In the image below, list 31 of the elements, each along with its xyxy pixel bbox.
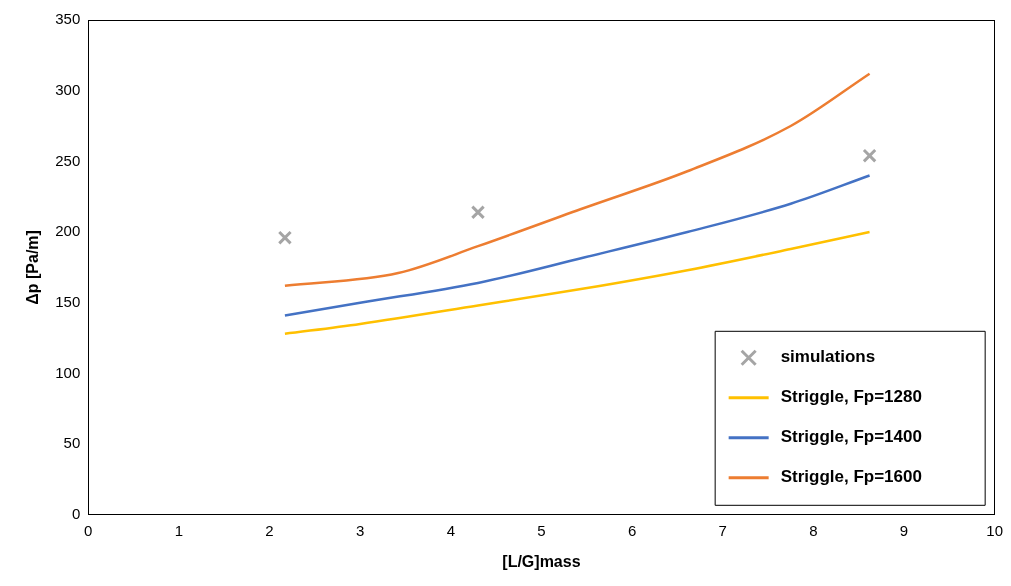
point: [470, 205, 486, 220]
y-tick-label: 250: [55, 151, 81, 169]
legend-label: Striggle, Fp=1400: [780, 427, 922, 447]
legend-label: simulations: [780, 347, 876, 367]
point: [862, 148, 877, 163]
legend-label: Striggle, Fp=1600: [780, 467, 922, 487]
x-tick-label: 10: [986, 521, 1003, 539]
y-axis-title: Δp [Pa/m]: [24, 230, 42, 305]
x-tick-label: 9: [899, 521, 909, 539]
y-tick-label: 0: [71, 504, 81, 522]
y-tick-label: 350: [55, 10, 81, 28]
y-tick-label: 150: [55, 292, 81, 310]
y-tick-label: 50: [63, 434, 81, 452]
line-series: [283, 72, 871, 288]
x-tick-label: 4: [446, 521, 455, 539]
x-tick-label: 7: [718, 521, 727, 539]
x-tick-label: 3: [355, 521, 365, 539]
y-tick-label: 300: [55, 80, 81, 98]
x-tick-label: 1: [174, 521, 184, 539]
x-tick-label: 0: [84, 521, 93, 539]
point: [277, 230, 293, 245]
legend-label: Striggle, Fp=1280: [780, 387, 922, 407]
y-tick-label: 200: [55, 222, 81, 240]
line-series: [283, 230, 871, 336]
line-series: [283, 174, 871, 317]
x-tick-label: 8: [809, 521, 818, 539]
y-tick-label: 100: [55, 363, 81, 381]
x-axis-title: [L/G]mass: [502, 552, 581, 570]
x-tick-label: 5: [537, 521, 546, 539]
x-tick-label: 6: [627, 521, 637, 539]
x-tick-label: 2: [265, 521, 274, 539]
